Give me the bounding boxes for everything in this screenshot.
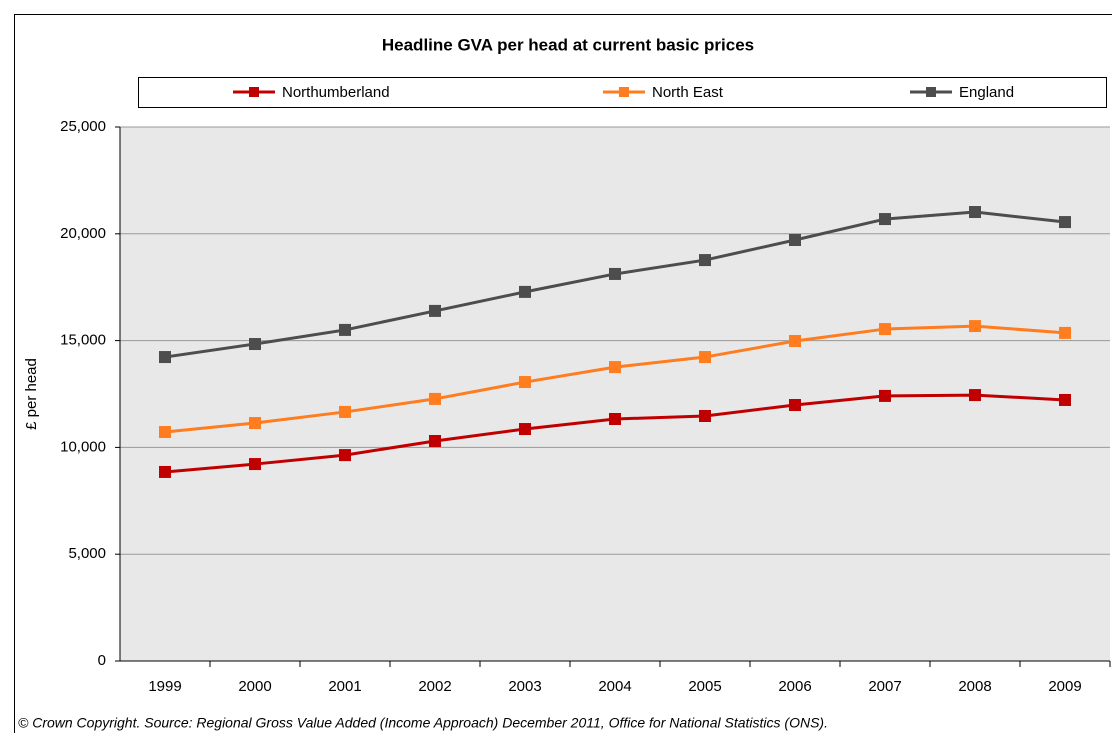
point-marker [249,338,261,351]
point-marker [699,254,711,267]
point-marker [879,323,891,336]
point-marker [609,412,621,425]
source-note: © Crown Copyright. Source: Regional Gros… [18,715,828,731]
point-marker [789,335,801,348]
point-marker [879,213,891,226]
point-marker [249,458,261,471]
y-axis-label: £ per head [23,358,40,430]
point-marker [969,206,981,219]
y-tick-label: 20,000 [60,225,106,242]
legend-marker [249,87,259,97]
chart-title: Headline GVA per head at current basic p… [382,35,754,54]
legend-label: Northumberland [282,84,390,101]
point-marker [789,399,801,412]
x-tick-label: 2004 [598,678,631,695]
point-marker [339,449,351,462]
point-marker [519,376,531,389]
point-marker [1059,393,1071,406]
point-marker [339,323,351,336]
legend-label: England [959,84,1014,101]
point-marker [609,361,621,374]
legend-marker [926,87,936,97]
point-marker [159,426,171,439]
point-marker [879,389,891,402]
point-marker [339,405,351,418]
x-tick-label: 2003 [508,678,541,695]
point-marker [789,233,801,246]
point-marker [429,392,441,405]
x-tick-label: 2005 [688,678,721,695]
point-marker [699,410,711,423]
point-marker [1059,326,1071,339]
y-tick-label: 10,000 [60,438,106,455]
x-tick-label: 2001 [328,678,361,695]
point-marker [429,434,441,447]
x-tick-label: 2000 [238,678,271,695]
point-marker [699,351,711,364]
point-marker [1059,216,1071,229]
y-tick-label: 15,000 [60,332,106,349]
x-tick-label: 2006 [778,678,811,695]
point-marker [519,423,531,436]
y-tick-label: 25,000 [60,118,106,135]
point-marker [159,465,171,478]
legend-label: North East [652,84,724,101]
y-tick-label: 0 [98,652,106,669]
point-marker [429,304,441,317]
point-marker [159,351,171,364]
point-marker [969,389,981,402]
x-tick-label: 2009 [1048,678,1081,695]
point-marker [249,417,261,430]
point-marker [519,285,531,298]
x-tick-label: 2008 [958,678,991,695]
y-tick-label: 5,000 [68,545,106,562]
legend-marker [619,87,629,97]
point-marker [969,320,981,333]
x-tick-label: 2002 [418,678,451,695]
x-tick-label: 1999 [148,678,181,695]
x-tick-label: 2007 [868,678,901,695]
point-marker [609,267,621,280]
